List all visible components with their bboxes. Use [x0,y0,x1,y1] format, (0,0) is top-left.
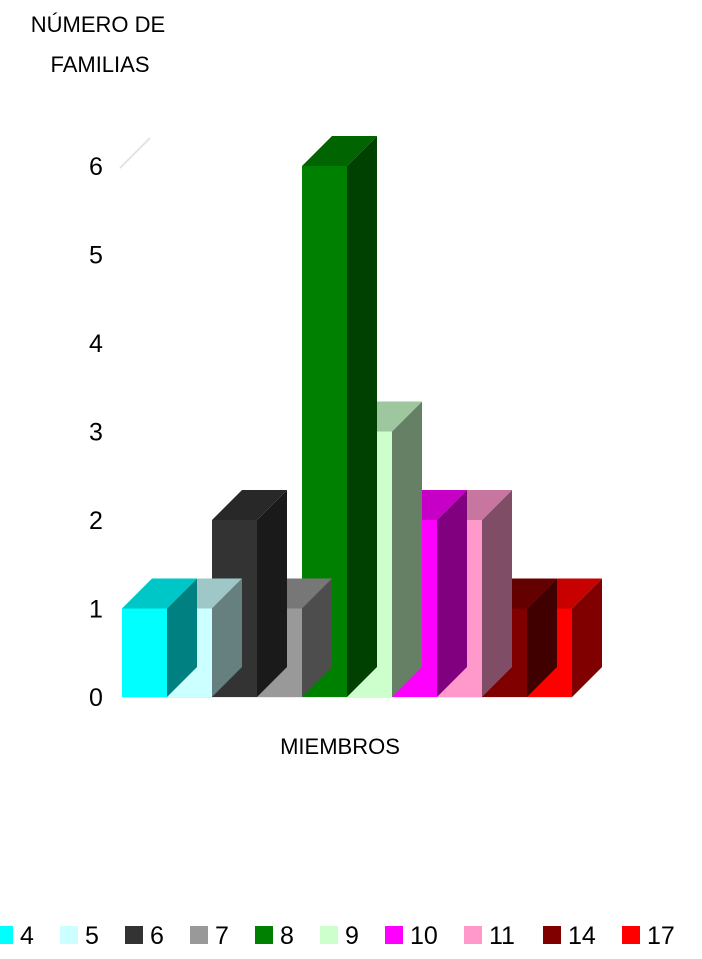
legend-label: 9 [345,922,359,950]
bar-side [482,490,512,697]
bar-4 [122,578,197,697]
legend: 4 5 6 7 8 9 10 11 14 17 [0,922,675,950]
legend-item-17: 17 [622,922,675,950]
back-wall-edge [119,137,151,169]
y-tick-label: 1 [89,596,103,624]
legend-label: 4 [20,922,34,950]
legend-label: 5 [85,922,99,950]
legend-label: 8 [280,922,294,950]
y-tick-labels: 0 1 2 3 4 5 6 [89,153,103,712]
legend-item-8: 8 [255,922,294,950]
legend-swatch [60,926,78,944]
legend-item-9: 9 [320,922,359,950]
legend-item-4: 4 [0,922,34,950]
legend-item-6: 6 [125,922,164,950]
legend-swatch [622,926,640,944]
bar-top [122,578,197,609]
legend-item-10: 10 [385,922,438,950]
legend-item-14: 14 [543,922,596,950]
legend-swatch [190,926,208,944]
legend-item-11: 11 [464,922,515,950]
x-axis-label: MIEMBROS [280,734,400,759]
y-tick-label: 5 [89,242,103,270]
legend-label: 6 [150,922,164,950]
bar-front [122,608,167,697]
legend-swatch [125,926,143,944]
legend-swatch [0,926,13,944]
legend-label: 14 [568,922,596,950]
y-tick-label: 0 [89,684,103,712]
bar-side [392,401,422,697]
y-tick-label: 6 [89,153,103,181]
bar-side [167,578,197,697]
legend-item-7: 7 [190,922,229,950]
bar-side [302,578,332,697]
bar-top [212,490,287,520]
y-tick-label: 3 [89,419,103,447]
bar-side [572,578,602,697]
bar-top [302,136,377,166]
legend-label: 10 [410,922,438,950]
y-tick-label: 4 [89,330,103,358]
bar-side [347,136,377,697]
legend-swatch [543,926,561,944]
bar-side [527,578,557,697]
bars [122,136,602,697]
legend-swatch [255,926,273,944]
legend-item-5: 5 [60,922,99,950]
legend-swatch [320,926,338,944]
bar-side [212,578,242,697]
legend-swatch [464,926,482,944]
y-axis-label-line-2: FAMILIAS [50,52,149,77]
legend-label: 11 [489,922,515,950]
legend-swatch [385,926,403,944]
legend-label: 17 [647,922,675,950]
legend-label: 7 [215,922,229,950]
bar-side [257,490,287,697]
bar-side [437,490,467,697]
y-axis-label-line-1: NÚMERO DE [31,12,165,37]
y-tick-label: 2 [89,507,103,535]
